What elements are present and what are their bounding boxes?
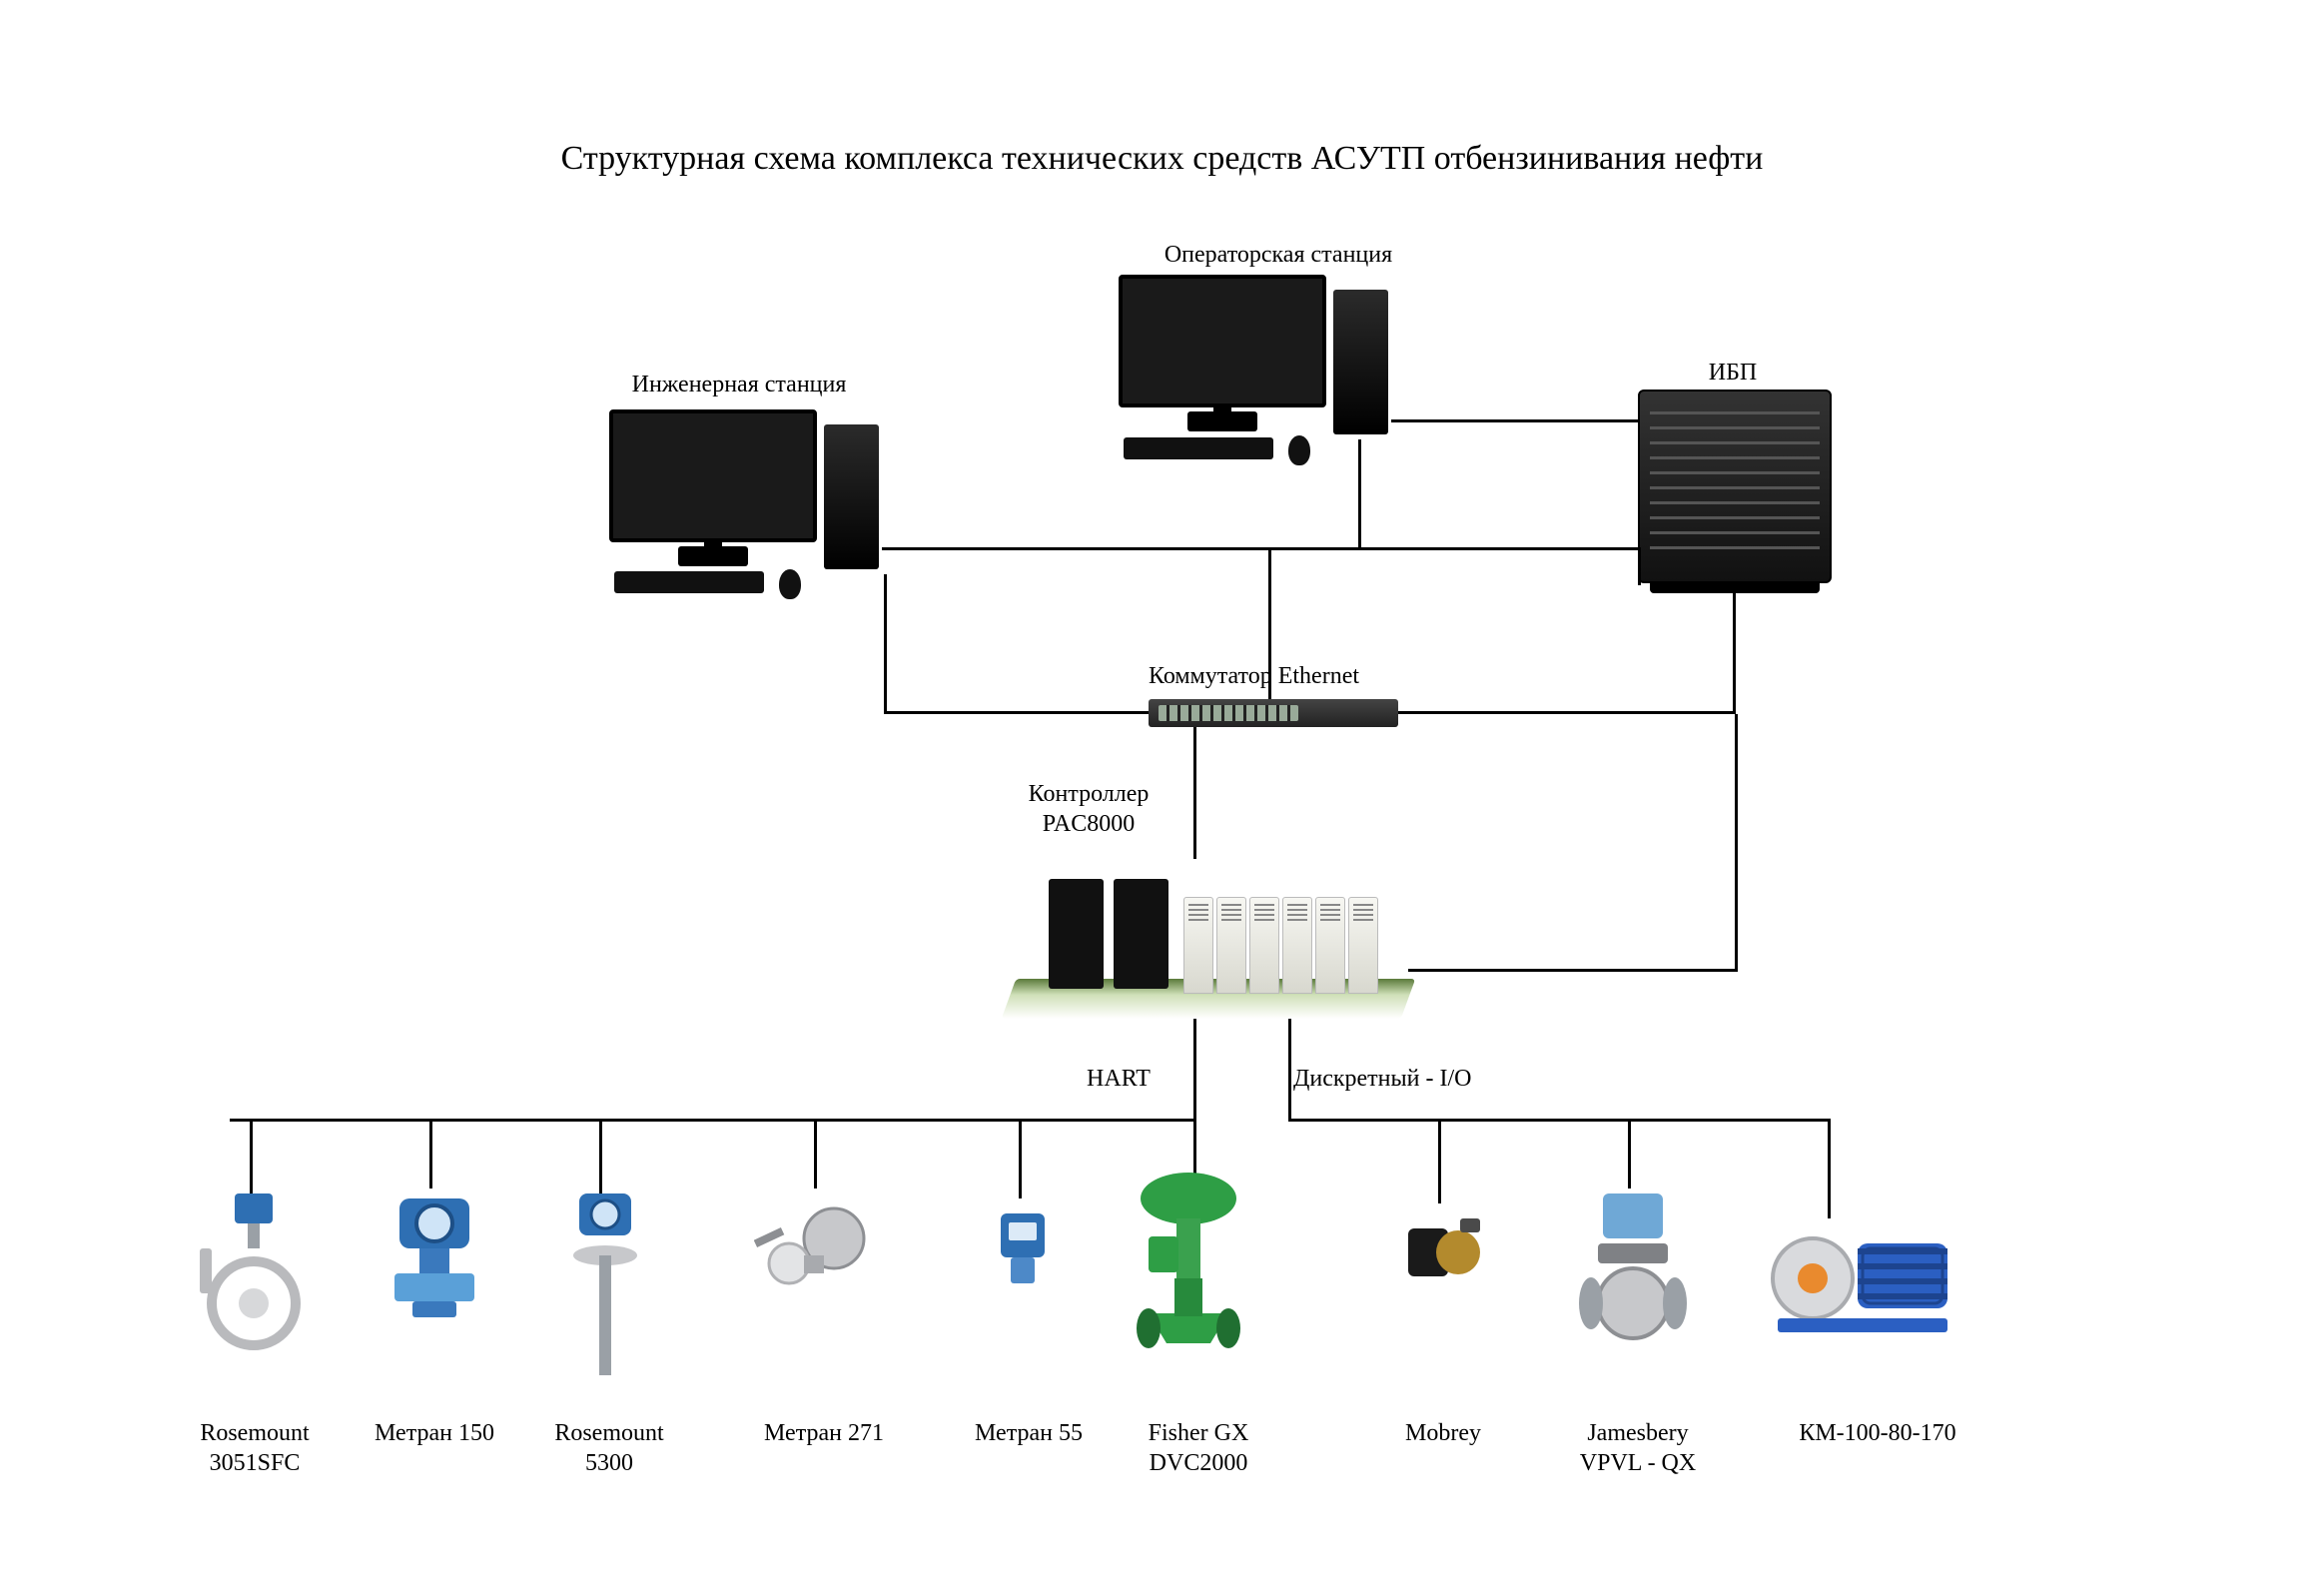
- km-100-80-170-icon: [1758, 1218, 1957, 1348]
- switch-label: Коммутатор Ethernet: [1149, 661, 1408, 691]
- operator-tower-icon: [1333, 290, 1388, 434]
- diagram-canvas: Структурная схема комплекса технических …: [0, 0, 2324, 1583]
- engineer-station-label: Инженерная станция: [599, 370, 879, 399]
- dev-label-8: КМ-100-80-170: [1778, 1418, 1977, 1448]
- line: [884, 574, 887, 714]
- drop-line: [429, 1119, 432, 1188]
- dev-label-6: Mobrey: [1368, 1418, 1518, 1448]
- line: [1193, 727, 1196, 859]
- operator-keyboard-icon: [1124, 437, 1273, 459]
- fisher-gx-dvc2000-icon: [1129, 1169, 1248, 1368]
- line: [1398, 711, 1736, 714]
- line: [1391, 419, 1638, 422]
- mobrey-icon: [1398, 1208, 1488, 1298]
- line: [884, 711, 1149, 714]
- drop-line: [1193, 1119, 1196, 1174]
- diagram-title: Структурная схема комплекса технических …: [0, 140, 2324, 178]
- dev-label-5: Fisher GX DVC2000: [1114, 1418, 1283, 1478]
- drop-line: [814, 1119, 817, 1188]
- operator-monitor-icon: [1119, 275, 1326, 407]
- engineer-keyboard-icon: [614, 571, 764, 593]
- dev-label-3: Метран 271: [739, 1418, 909, 1448]
- ups-icon: [1638, 390, 1832, 583]
- discrete-bus-label: Дискретный - I/O: [1293, 1064, 1553, 1094]
- rosemount-5300-icon: [559, 1193, 649, 1383]
- metran-55-icon: [993, 1208, 1053, 1288]
- line: [1638, 547, 1641, 585]
- rosemount-3051sfc-icon: [200, 1193, 310, 1363]
- ethernet-switch-icon: [1149, 699, 1398, 727]
- dev-label-4: Метран 55: [949, 1418, 1109, 1448]
- engineer-mouse-icon: [779, 569, 801, 599]
- line: [1733, 581, 1736, 714]
- line: [1735, 714, 1738, 972]
- drop-line: [250, 1119, 253, 1193]
- ups-label: ИБП: [1638, 358, 1828, 388]
- drop-line: [599, 1119, 602, 1193]
- controller-label: Контроллер PAC8000: [999, 779, 1178, 839]
- line: [1268, 547, 1271, 699]
- line: [1408, 969, 1738, 972]
- dev-label-0: Rosemount 3051SFC: [170, 1418, 340, 1478]
- line: [1288, 1019, 1291, 1119]
- engineer-tower-icon: [824, 424, 879, 569]
- operator-station-label: Операторская станция: [1139, 240, 1418, 270]
- pac8000-icon: [1009, 859, 1408, 1019]
- drop-line: [1019, 1119, 1022, 1198]
- hart-bus-label: HART: [1059, 1064, 1178, 1094]
- metran-271-icon: [754, 1203, 874, 1303]
- discrete-bus-line: [1288, 1119, 1831, 1122]
- line: [1358, 439, 1361, 549]
- drop-line: [1828, 1119, 1831, 1218]
- line: [882, 547, 1638, 550]
- dev-label-7: Jamesbery VPVL - QX: [1553, 1418, 1723, 1478]
- hart-bus-line: [230, 1119, 1196, 1122]
- drop-line: [1628, 1119, 1631, 1188]
- operator-mouse-icon: [1288, 435, 1310, 465]
- jamesbery-vpvl-qx-icon: [1573, 1188, 1693, 1358]
- line: [1193, 1019, 1196, 1119]
- dev-label-2: Rosemount 5300: [529, 1418, 689, 1478]
- drop-line: [1438, 1119, 1441, 1203]
- dev-label-1: Метран 150: [350, 1418, 519, 1448]
- engineer-monitor-icon: [609, 409, 817, 542]
- metran-150-icon: [385, 1193, 484, 1323]
